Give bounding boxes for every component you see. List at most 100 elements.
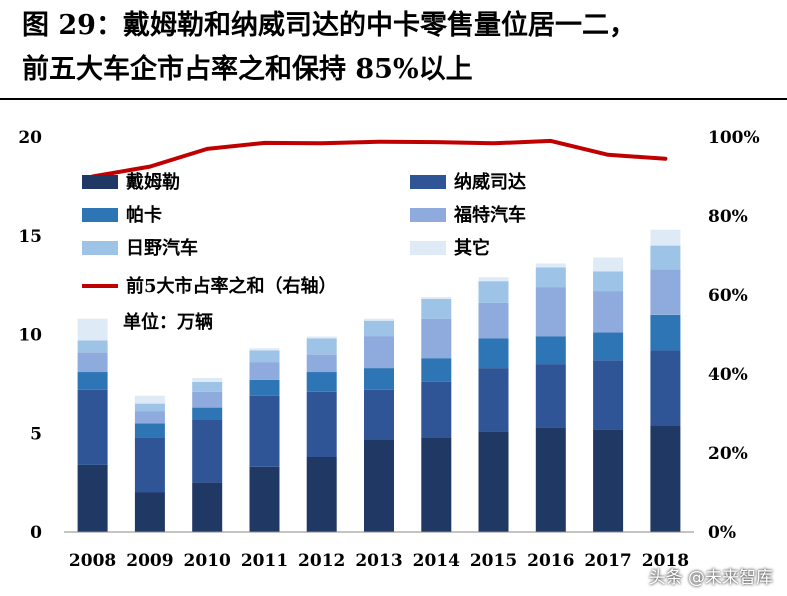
axes-group: 0 5 10 15 20 0% 20% 40% 60% 80% 100% 2008 2009 2010 20… <box>18 128 759 571</box>
bar-5-2011 <box>249 348 280 351</box>
bar-5-2018 <box>650 229 681 246</box>
bar-5-2012 <box>306 336 337 339</box>
bar-3-2017 <box>593 291 624 333</box>
bar-5-2016 <box>535 263 566 268</box>
legend-label: 戴姆勒 <box>126 171 180 193</box>
x-tick-label: 2013 <box>355 551 402 571</box>
x-tick-label: 2012 <box>298 551 345 571</box>
bar-4-2008 <box>77 340 108 353</box>
bar-series-group <box>77 229 681 532</box>
bar-5-2015 <box>478 277 509 282</box>
bar-3-2014 <box>421 318 452 359</box>
x-tick-label: 2018 <box>642 551 689 571</box>
bar-0-2015 <box>478 431 509 532</box>
bar-3-2016 <box>535 287 566 337</box>
line-series-group <box>90 138 668 179</box>
legend-label: 前5大市占率之和（右轴） <box>126 275 337 297</box>
bar-2-2017 <box>593 332 624 361</box>
bar-3-2018 <box>650 269 681 315</box>
bar-1-2010 <box>192 419 223 483</box>
bar-2-2018 <box>650 314 681 351</box>
bar-5-2009 <box>134 395 165 404</box>
bar-4-2016 <box>535 267 566 288</box>
bar-1-2009 <box>134 437 165 493</box>
bar-2-2013 <box>364 368 394 390</box>
bar-4-2018 <box>650 245 681 270</box>
bar-3-2008 <box>77 352 108 373</box>
bar-0-2011 <box>249 466 280 532</box>
title-line-1: 图 29：戴姆勒和纳威司达的中卡零售量位居一二， <box>22 10 636 41</box>
bar-1-2013 <box>364 389 394 440</box>
legend-label: 纳威司达 <box>454 171 526 193</box>
bar-2-2012 <box>306 372 337 392</box>
bar-0-2014 <box>421 437 452 532</box>
bar-0-2013 <box>364 439 394 532</box>
unit-label: 单位：万辆 <box>123 311 213 333</box>
bar-2-2009 <box>134 423 165 438</box>
bar-4-2011 <box>249 350 280 363</box>
bar-3-2015 <box>478 302 509 339</box>
x-tick-label: 2008 <box>69 551 116 571</box>
x-tick-label: 2011 <box>241 551 288 571</box>
bar-5-2017 <box>593 257 624 272</box>
bar-1-2015 <box>478 368 509 432</box>
y2-tick-label: 20% <box>708 444 748 464</box>
line-market-share <box>90 138 668 179</box>
x-tick-label: 2014 <box>413 551 460 571</box>
bar-1-2018 <box>650 350 681 426</box>
x-tick-label: 2010 <box>184 551 231 571</box>
y-tick-label: 10 <box>18 326 42 346</box>
chart-title: 图 29：戴姆勒和纳威司达的中卡零售量位居一二， 前五大车企市占率之和保持 85… <box>22 4 772 92</box>
legend-label: 日野汽车 <box>126 237 198 259</box>
bar-5-2013 <box>364 318 394 321</box>
x-tick-label: 2015 <box>470 551 517 571</box>
bar-1-2014 <box>421 381 452 438</box>
x-tick-label: 2016 <box>527 551 574 571</box>
y-tick-label: 20 <box>18 128 42 148</box>
bar-5-2008 <box>77 318 108 341</box>
y2-tick-label: 100% <box>708 128 760 148</box>
bar-1-2011 <box>249 395 280 467</box>
y2-tick-label: 40% <box>708 365 748 385</box>
bar-4-2017 <box>593 271 624 292</box>
x-tick-label: 2009 <box>126 551 173 571</box>
bar-3-2012 <box>306 354 337 373</box>
bar-4-2013 <box>364 320 394 337</box>
bar-2-2010 <box>192 407 223 420</box>
title-divider <box>0 98 787 100</box>
y-tick-label: 15 <box>18 227 42 247</box>
bar-2-2015 <box>478 338 509 368</box>
bar-3-2010 <box>192 391 223 408</box>
bar-4-2012 <box>306 338 337 355</box>
watermark: 头条 @未来智库 <box>648 568 773 588</box>
y2-tick-label: 60% <box>708 286 748 306</box>
bar-1-2017 <box>593 360 624 430</box>
bar-0-2018 <box>650 425 681 532</box>
legend-swatch <box>410 241 446 255</box>
legend-swatch <box>82 241 118 255</box>
bar-4-2010 <box>192 381 223 392</box>
bar-4-2015 <box>478 281 509 303</box>
bar-4-2014 <box>421 299 452 319</box>
bar-2-2016 <box>535 336 566 365</box>
bar-4-2009 <box>134 403 165 412</box>
y-tick-label: 0 <box>30 523 42 543</box>
bar-5-2010 <box>192 377 223 382</box>
legend-swatch <box>82 175 118 189</box>
legend-swatch <box>82 208 118 222</box>
y2-tick-label: 80% <box>708 207 748 227</box>
bar-3-2009 <box>134 411 165 424</box>
bar-0-2008 <box>77 464 108 532</box>
bar-0-2012 <box>306 456 337 532</box>
bar-0-2017 <box>593 429 624 532</box>
y-tick-label: 5 <box>30 424 42 444</box>
bar-2-2011 <box>249 379 280 396</box>
bar-1-2016 <box>535 364 566 428</box>
title-line-2: 前五大车企市占率之和保持 85%以上 <box>22 54 473 85</box>
legend-label: 福特汽车 <box>453 204 526 226</box>
legend-label: 帕卡 <box>126 204 162 226</box>
bar-5-2014 <box>421 297 452 299</box>
bar-3-2011 <box>249 362 280 380</box>
